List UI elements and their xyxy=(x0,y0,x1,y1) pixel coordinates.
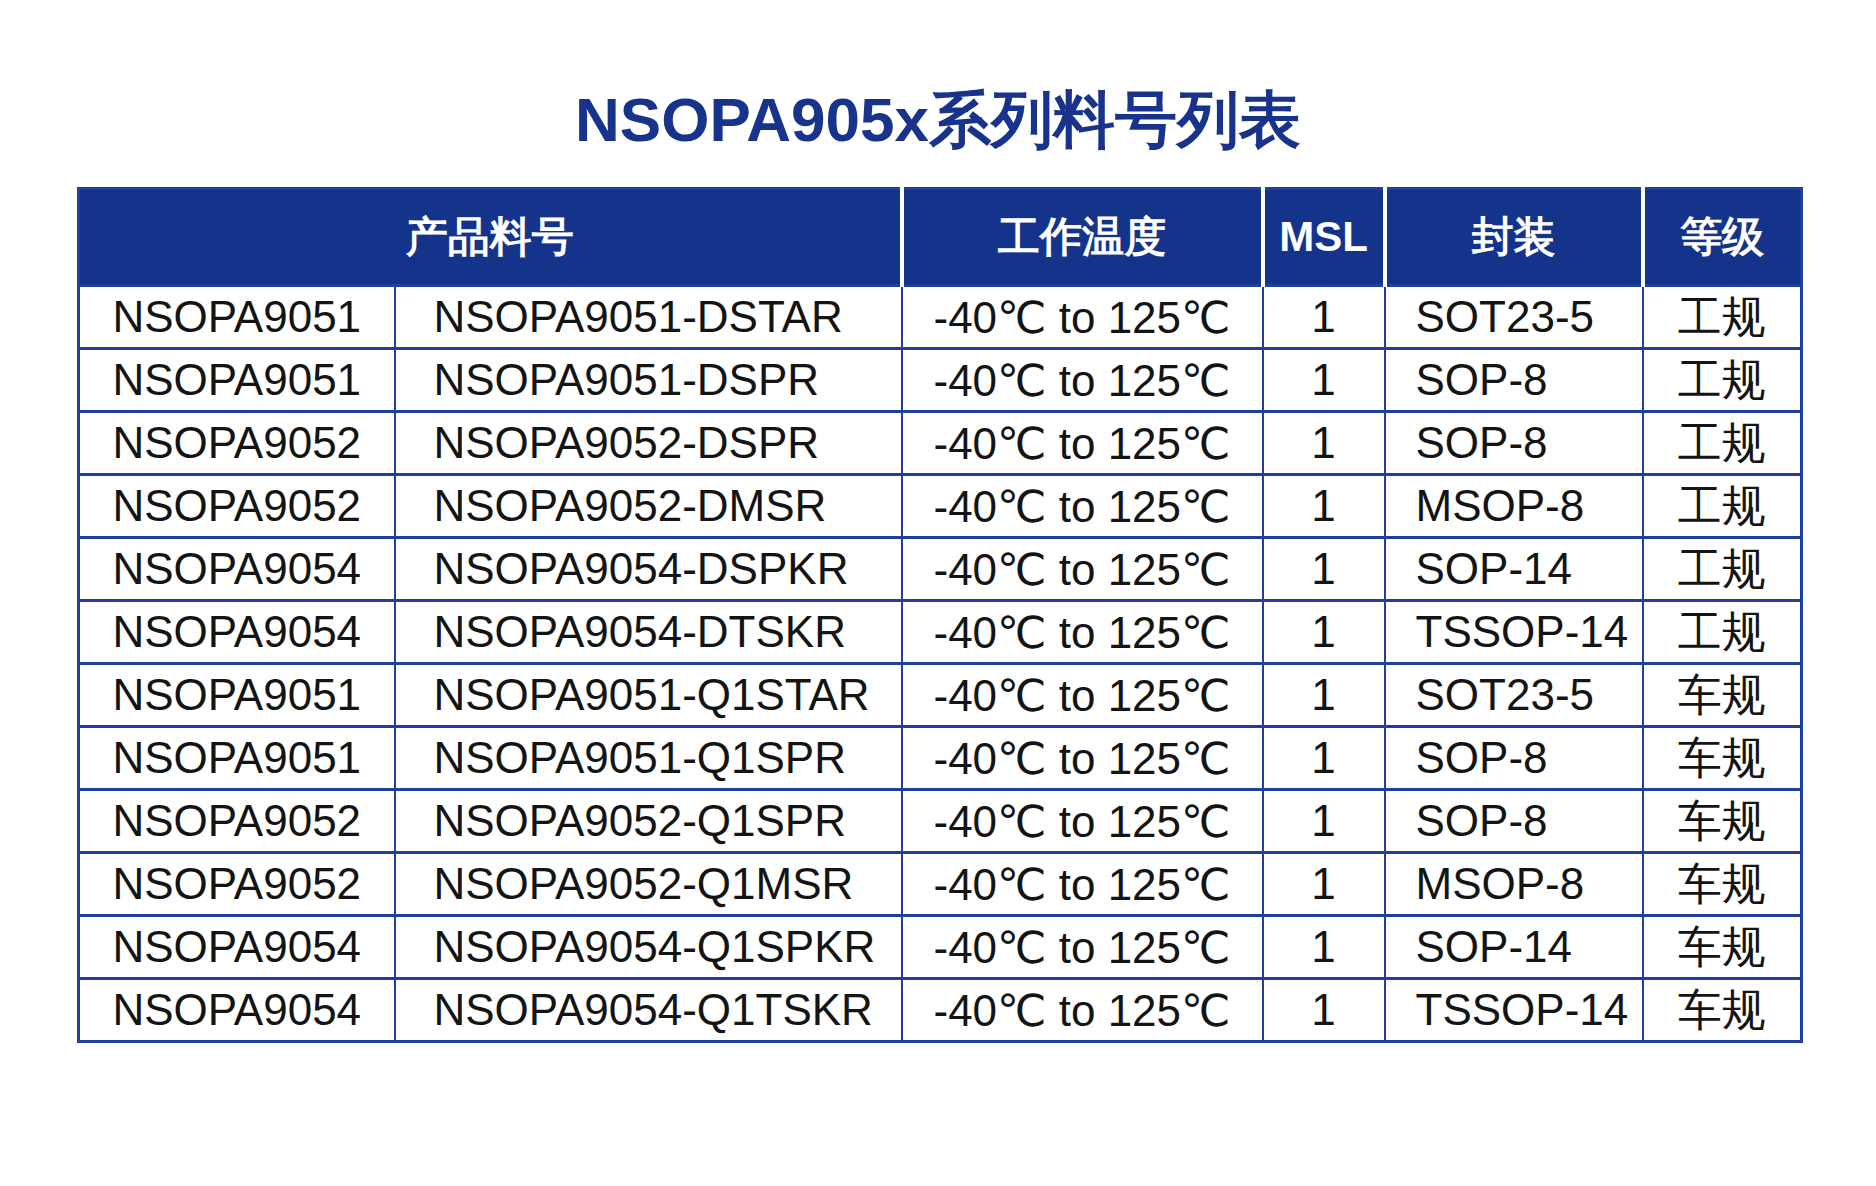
table-body: NSOPA9051 NSOPA9051-DSTAR -40℃ to 125℃ 1… xyxy=(79,286,1802,1042)
cell-product-family: NSOPA9051 xyxy=(79,664,395,727)
cell-part-number: NSOPA9054-DTSKR xyxy=(395,601,902,664)
cell-part-number: NSOPA9054-Q1SPKR xyxy=(395,916,902,979)
cell-product-family: NSOPA9052 xyxy=(79,853,395,916)
cell-operating-temperature: -40℃ to 125℃ xyxy=(902,412,1263,475)
cell-msl: 1 xyxy=(1263,412,1385,475)
cell-operating-temperature: -40℃ to 125℃ xyxy=(902,475,1263,538)
table-row: NSOPA9052 NSOPA9052-DMSR -40℃ to 125℃ 1 … xyxy=(79,475,1802,538)
cell-part-number: NSOPA9052-Q1MSR xyxy=(395,853,902,916)
cell-product-family: NSOPA9054 xyxy=(79,601,395,664)
cell-msl: 1 xyxy=(1263,853,1385,916)
cell-msl: 1 xyxy=(1263,601,1385,664)
cell-package: TSSOP-14 xyxy=(1385,979,1643,1042)
table-row: NSOPA9051 NSOPA9051-DSPR -40℃ to 125℃ 1 … xyxy=(79,349,1802,412)
cell-operating-temperature: -40℃ to 125℃ xyxy=(902,286,1263,349)
cell-part-number: NSOPA9054-DSPKR xyxy=(395,538,902,601)
cell-grade: 车规 xyxy=(1643,916,1802,979)
cell-msl: 1 xyxy=(1263,349,1385,412)
table-row: NSOPA9051 NSOPA9051-Q1SPR -40℃ to 125℃ 1… xyxy=(79,727,1802,790)
cell-operating-temperature: -40℃ to 125℃ xyxy=(902,853,1263,916)
cell-grade: 工规 xyxy=(1643,601,1802,664)
cell-product-family: NSOPA9054 xyxy=(79,538,395,601)
cell-product-family: NSOPA9051 xyxy=(79,349,395,412)
cell-msl: 1 xyxy=(1263,286,1385,349)
cell-package: TSSOP-14 xyxy=(1385,601,1643,664)
cell-part-number: NSOPA9052-DSPR xyxy=(395,412,902,475)
cell-part-number: NSOPA9051-DSPR xyxy=(395,349,902,412)
cell-grade: 车规 xyxy=(1643,979,1802,1042)
table-row: NSOPA9052 NSOPA9052-Q1MSR -40℃ to 125℃ 1… xyxy=(79,853,1802,916)
header-grade: 等级 xyxy=(1643,189,1802,286)
cell-grade: 工规 xyxy=(1643,538,1802,601)
cell-package: SOP-14 xyxy=(1385,538,1643,601)
cell-operating-temperature: -40℃ to 125℃ xyxy=(902,790,1263,853)
cell-part-number: NSOPA9051-Q1SPR xyxy=(395,727,902,790)
cell-grade: 工规 xyxy=(1643,475,1802,538)
cell-part-number: NSOPA9051-Q1STAR xyxy=(395,664,902,727)
cell-msl: 1 xyxy=(1263,916,1385,979)
table-row: NSOPA9054 NSOPA9054-DSPKR -40℃ to 125℃ 1… xyxy=(79,538,1802,601)
cell-part-number: NSOPA9052-Q1SPR xyxy=(395,790,902,853)
cell-operating-temperature: -40℃ to 125℃ xyxy=(902,916,1263,979)
cell-product-family: NSOPA9054 xyxy=(79,979,395,1042)
cell-product-family: NSOPA9051 xyxy=(79,727,395,790)
cell-operating-temperature: -40℃ to 125℃ xyxy=(902,664,1263,727)
cell-grade: 车规 xyxy=(1643,790,1802,853)
cell-package: SOP-8 xyxy=(1385,727,1643,790)
cell-product-family: NSOPA9052 xyxy=(79,412,395,475)
cell-grade: 车规 xyxy=(1643,727,1802,790)
cell-msl: 1 xyxy=(1263,727,1385,790)
cell-operating-temperature: -40℃ to 125℃ xyxy=(902,727,1263,790)
cell-part-number: NSOPA9054-Q1TSKR xyxy=(395,979,902,1042)
cell-operating-temperature: -40℃ to 125℃ xyxy=(902,979,1263,1042)
table-row: NSOPA9054 NSOPA9054-Q1SPKR -40℃ to 125℃ … xyxy=(79,916,1802,979)
cell-grade: 车规 xyxy=(1643,664,1802,727)
cell-grade: 工规 xyxy=(1643,349,1802,412)
cell-product-family: NSOPA9052 xyxy=(79,475,395,538)
header-operating-temperature: 工作温度 xyxy=(902,189,1263,286)
table-row: NSOPA9051 NSOPA9051-Q1STAR -40℃ to 125℃ … xyxy=(79,664,1802,727)
cell-package: SOP-8 xyxy=(1385,790,1643,853)
cell-package: SOT23-5 xyxy=(1385,286,1643,349)
cell-grade: 工规 xyxy=(1643,412,1802,475)
page-title: NSOPA905x系列料号列表 xyxy=(0,78,1876,162)
cell-msl: 1 xyxy=(1263,979,1385,1042)
table-row: NSOPA9054 NSOPA9054-Q1TSKR -40℃ to 125℃ … xyxy=(79,979,1802,1042)
cell-msl: 1 xyxy=(1263,538,1385,601)
cell-grade: 工规 xyxy=(1643,286,1802,349)
part-number-table: 产品料号 工作温度 MSL 封装 等级 NSOPA9051 NSOPA9051-… xyxy=(77,187,1803,1043)
header-row: 产品料号 工作温度 MSL 封装 等级 xyxy=(79,189,1802,286)
cell-msl: 1 xyxy=(1263,664,1385,727)
header-product-part-number: 产品料号 xyxy=(79,189,902,286)
table-row: NSOPA9054 NSOPA9054-DTSKR -40℃ to 125℃ 1… xyxy=(79,601,1802,664)
cell-grade: 车规 xyxy=(1643,853,1802,916)
cell-operating-temperature: -40℃ to 125℃ xyxy=(902,601,1263,664)
cell-product-family: NSOPA9052 xyxy=(79,790,395,853)
cell-package: MSOP-8 xyxy=(1385,475,1643,538)
cell-package: SOP-14 xyxy=(1385,916,1643,979)
cell-part-number: NSOPA9052-DMSR xyxy=(395,475,902,538)
cell-package: SOP-8 xyxy=(1385,412,1643,475)
table-row: NSOPA9052 NSOPA9052-Q1SPR -40℃ to 125℃ 1… xyxy=(79,790,1802,853)
cell-package: SOT23-5 xyxy=(1385,664,1643,727)
table-row: NSOPA9051 NSOPA9051-DSTAR -40℃ to 125℃ 1… xyxy=(79,286,1802,349)
table-row: NSOPA9052 NSOPA9052-DSPR -40℃ to 125℃ 1 … xyxy=(79,412,1802,475)
cell-package: SOP-8 xyxy=(1385,349,1643,412)
header-package: 封装 xyxy=(1385,189,1643,286)
cell-msl: 1 xyxy=(1263,790,1385,853)
header-msl: MSL xyxy=(1263,189,1385,286)
cell-operating-temperature: -40℃ to 125℃ xyxy=(902,538,1263,601)
cell-product-family: NSOPA9051 xyxy=(79,286,395,349)
cell-product-family: NSOPA9054 xyxy=(79,916,395,979)
cell-msl: 1 xyxy=(1263,475,1385,538)
cell-part-number: NSOPA9051-DSTAR xyxy=(395,286,902,349)
cell-package: MSOP-8 xyxy=(1385,853,1643,916)
cell-operating-temperature: -40℃ to 125℃ xyxy=(902,349,1263,412)
table-header: 产品料号 工作温度 MSL 封装 等级 xyxy=(79,189,1802,286)
